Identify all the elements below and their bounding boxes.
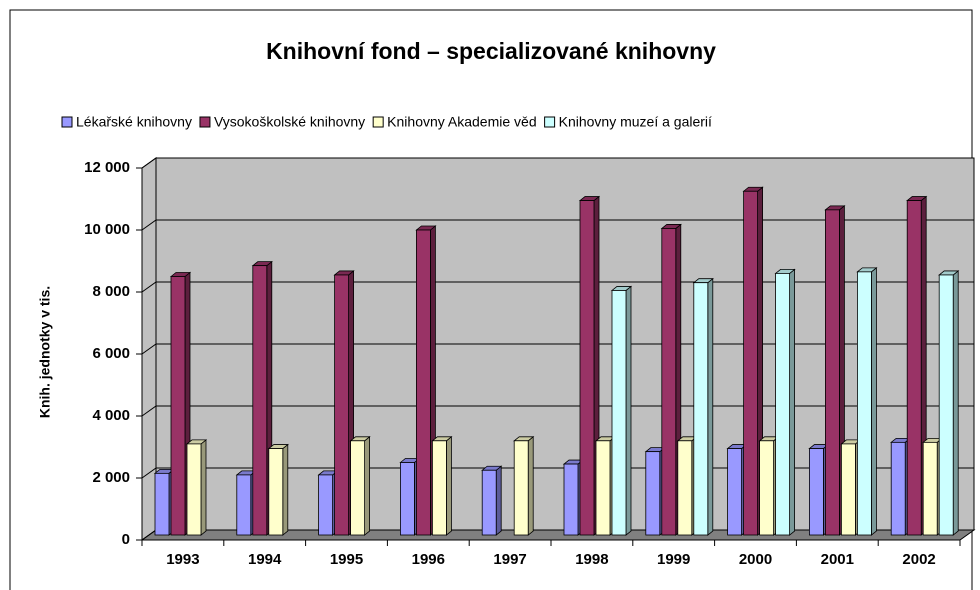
bar: [857, 271, 872, 536]
bar-side: [871, 267, 877, 536]
bar: [809, 448, 824, 536]
x-tick-label: 2002: [902, 551, 935, 568]
bar: [595, 440, 611, 536]
y-tick-label: 2 000: [92, 469, 130, 486]
bar-side: [952, 270, 959, 536]
x-tick-label: 2001: [821, 551, 854, 568]
bar-side: [789, 268, 795, 536]
bar: [431, 440, 447, 536]
bar: [841, 443, 856, 536]
x-tick-label: 1996: [412, 551, 445, 568]
bar: [759, 440, 774, 536]
bar: [415, 229, 431, 536]
bar: [399, 462, 415, 536]
bar: [938, 274, 954, 536]
y-tick-label: 0: [122, 531, 130, 548]
bar-side: [495, 465, 502, 536]
x-tick-label: 1993: [166, 551, 199, 568]
bar: [350, 440, 366, 536]
x-tick-label: 1999: [657, 551, 690, 568]
bar-side: [527, 435, 534, 536]
legend-label: Lékařské knihovny: [76, 114, 192, 130]
bar: [693, 282, 709, 536]
x-tick-label: 1998: [575, 551, 608, 568]
bar-side: [625, 285, 632, 536]
bar: [252, 265, 268, 536]
bar: [825, 209, 840, 536]
bar: [906, 200, 922, 536]
bar: [727, 448, 742, 536]
y-tick-label: 4 000: [92, 407, 130, 424]
bar-side: [707, 277, 714, 536]
y-tick-label: 12 000: [84, 159, 130, 176]
legend-swatch: [544, 116, 556, 128]
legend-swatch: [199, 116, 211, 128]
bar-side: [445, 435, 452, 536]
x-tick-label: 1995: [330, 551, 363, 568]
bar: [186, 443, 202, 536]
bar: [743, 190, 758, 536]
bar: [645, 451, 661, 536]
legend-label: Knihovny muzeí a galerií: [559, 114, 712, 130]
grid-line: [141, 219, 974, 231]
bar: [775, 272, 790, 536]
bar: [318, 474, 334, 536]
bar: [154, 472, 170, 536]
bar: [236, 474, 252, 536]
y-axis-label: Knih. jednotky v tis.: [37, 286, 53, 418]
bar-side: [282, 443, 289, 536]
x-tick-label: 1997: [493, 551, 526, 568]
legend-swatch: [372, 116, 384, 128]
bar: [563, 463, 579, 536]
bar: [661, 228, 677, 536]
bar: [170, 276, 186, 536]
grid-line: [141, 157, 974, 169]
legend-swatch: [61, 116, 73, 128]
bar-side: [364, 435, 371, 536]
bar: [481, 469, 497, 536]
legend-label: Vysokoškolské knihovny: [214, 114, 365, 130]
x-tick-label: 1994: [248, 551, 282, 568]
bar-side: [200, 439, 207, 536]
y-tick-label: 8 000: [92, 283, 130, 300]
bar: [579, 200, 595, 536]
y-tick-label: 6 000: [92, 345, 130, 362]
bar: [611, 290, 627, 536]
bar: [890, 441, 906, 536]
legend-label: Knihovny Akademie věd: [387, 114, 536, 130]
bar: [513, 440, 529, 536]
x-tick-label: 2000: [739, 551, 772, 568]
bar: [677, 440, 693, 536]
chart-title: Knihovní fond – specializované knihovny: [266, 38, 716, 64]
bar: [268, 448, 284, 536]
bar: [922, 441, 938, 536]
y-tick-label: 10 000: [84, 221, 130, 238]
bar: [334, 274, 350, 536]
